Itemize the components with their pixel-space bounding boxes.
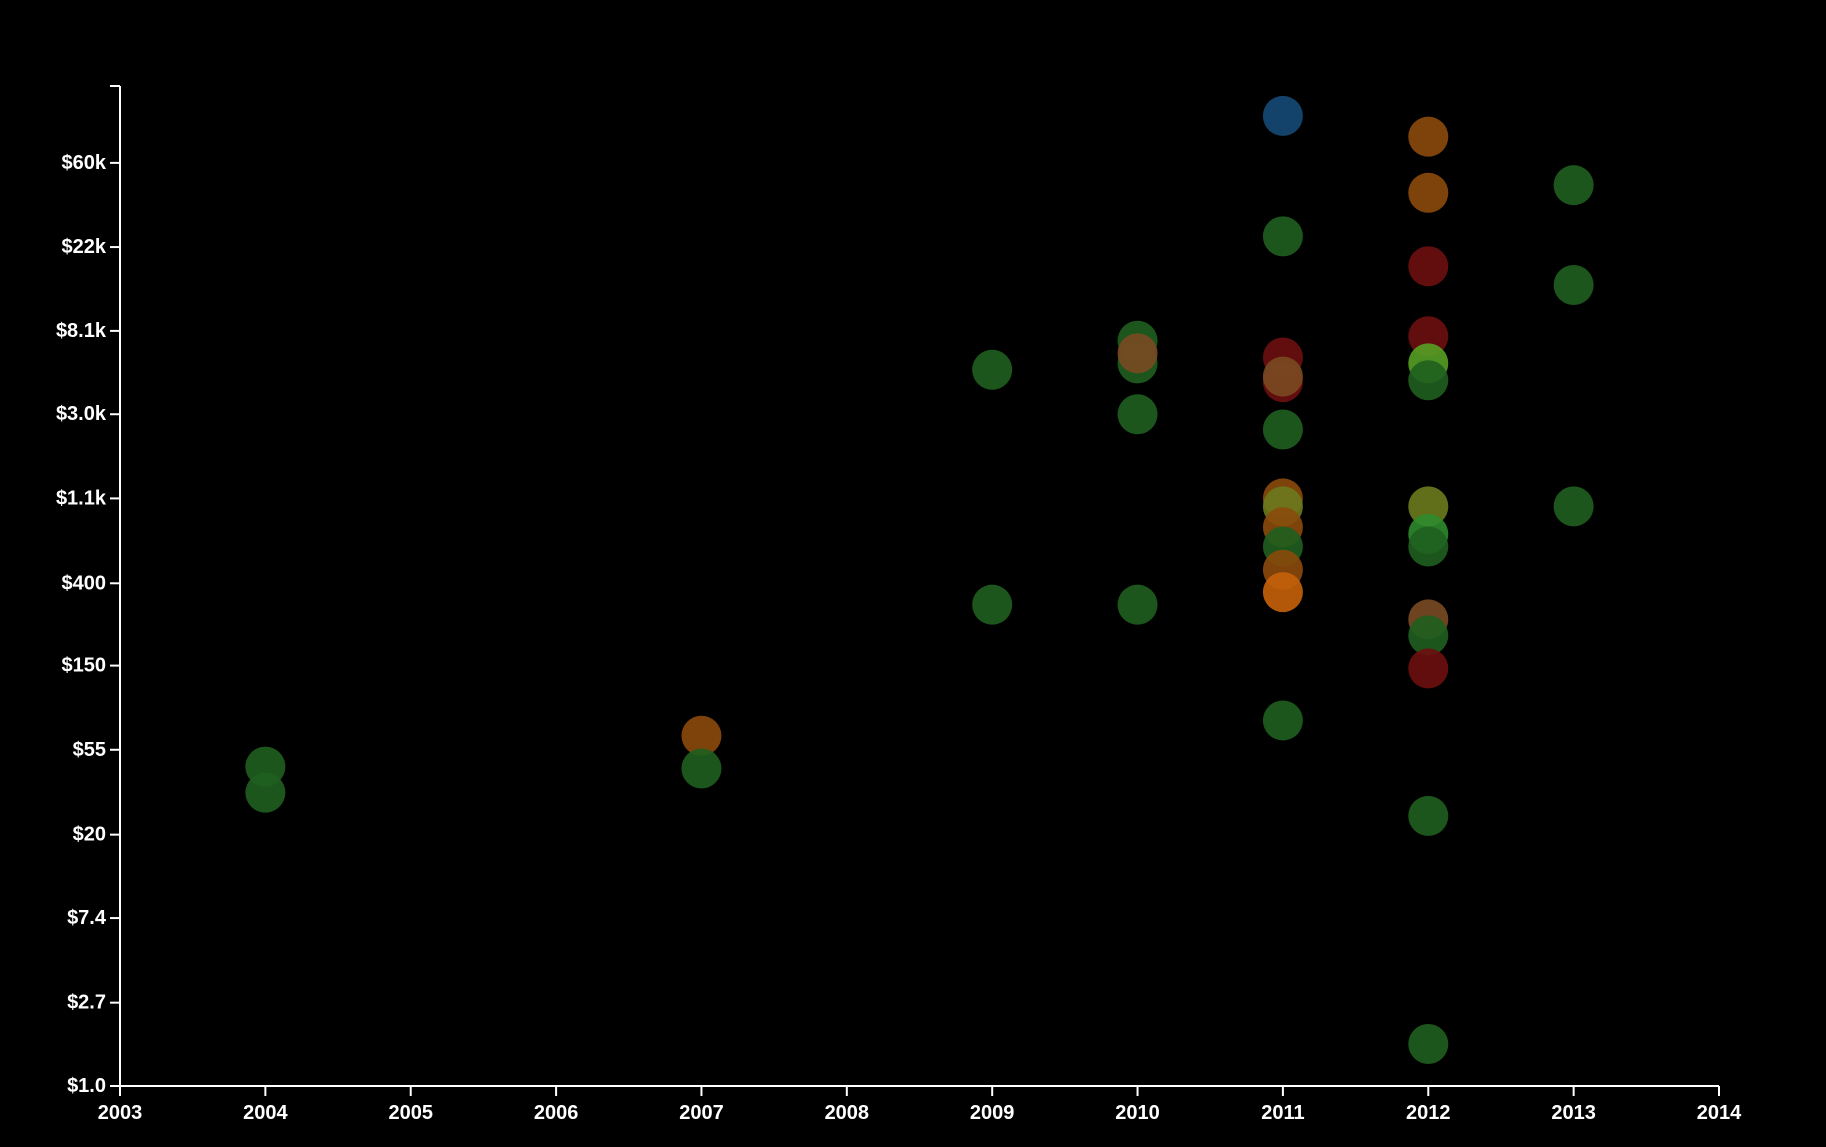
data-point [1262,95,1303,136]
data-point [681,748,722,789]
data-point [1408,486,1449,527]
y-tick-label: $1.1k [56,487,107,509]
x-tick-label: 2007 [679,1102,724,1124]
x-tick-label: 2009 [970,1102,1015,1124]
y-tick-label: $3.0k [56,403,107,425]
x-tick-label: 2005 [388,1102,433,1124]
data-point [1117,394,1158,435]
y-tick-label: $150 [62,655,107,677]
x-tick-label: 2012 [1406,1102,1451,1124]
data-point [1408,1023,1449,1064]
x-tick-label: 2006 [534,1102,579,1124]
y-tick-label: $20 [73,824,106,846]
data-point [1262,700,1303,741]
data-point [1553,165,1594,206]
x-tick-label: 2010 [1115,1102,1160,1124]
y-tick-label: $1.0 [67,1075,106,1097]
data-point [972,349,1013,390]
data-point [1117,584,1158,625]
data-point [1408,172,1449,213]
points-layer [245,95,1594,1064]
x-tick-label: 2011 [1261,1102,1304,1124]
y-tick-label: $7.4 [67,907,107,929]
data-point [245,772,286,813]
data-point [1553,486,1594,527]
data-point [1408,360,1449,401]
x-tick-label: 2004 [243,1102,288,1124]
y-tick-label: $22k [62,236,107,258]
y-tick-label: $60k [62,152,107,174]
data-point [1408,795,1449,836]
data-point [1262,572,1303,613]
data-point [1408,615,1449,656]
data-point [972,584,1013,625]
data-point [1408,116,1449,157]
x-tick-label: 2008 [825,1102,870,1124]
x-tick-label: 2003 [98,1102,143,1124]
x-tick-label: 2014 [1697,1102,1742,1124]
y-tick-label: $400 [62,572,107,594]
data-point [1408,246,1449,287]
data-point [1262,356,1303,397]
data-point [1262,216,1303,257]
data-point [681,715,722,756]
data-point [1117,333,1158,374]
data-point [1408,648,1449,689]
y-tick-label: $2.7 [67,992,106,1014]
data-point [1553,264,1594,305]
x-tick-label: 2013 [1551,1102,1596,1124]
axes-layer: $1.0 $2.7 $7.4 $20 $55 $150 $400 $1.1k $3.0k $8.1… [56,85,1742,1124]
data-point [1408,526,1449,567]
y-tick-label: $8.1k [56,320,107,342]
y-tick-label: $55 [73,739,106,761]
data-point [1262,409,1303,450]
